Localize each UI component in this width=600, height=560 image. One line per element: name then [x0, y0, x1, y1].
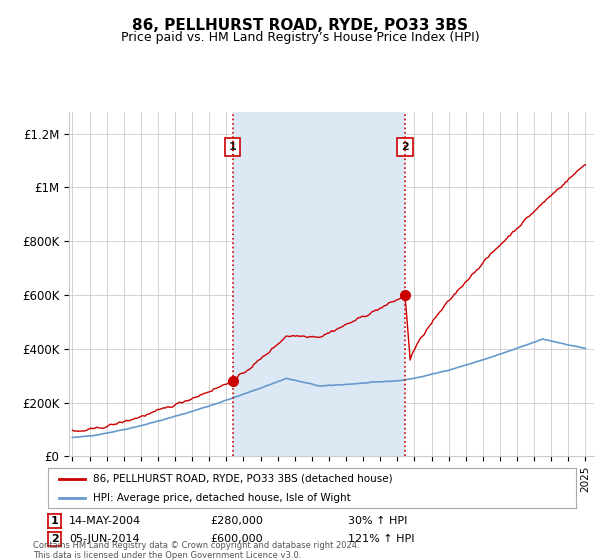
- Text: 2: 2: [51, 534, 58, 544]
- Text: 121% ↑ HPI: 121% ↑ HPI: [348, 534, 415, 544]
- Text: 05-JUN-2014: 05-JUN-2014: [69, 534, 140, 544]
- Text: 86, PELLHURST ROAD, RYDE, PO33 3BS: 86, PELLHURST ROAD, RYDE, PO33 3BS: [132, 18, 468, 33]
- Text: 2: 2: [401, 142, 409, 152]
- Text: 86, PELLHURST ROAD, RYDE, PO33 3BS (detached house): 86, PELLHURST ROAD, RYDE, PO33 3BS (deta…: [93, 474, 392, 484]
- Text: Contains HM Land Registry data © Crown copyright and database right 2024.
This d: Contains HM Land Registry data © Crown c…: [33, 540, 359, 560]
- Text: Price paid vs. HM Land Registry’s House Price Index (HPI): Price paid vs. HM Land Registry’s House …: [121, 31, 479, 44]
- Bar: [233, 112, 405, 456]
- Text: 30% ↑ HPI: 30% ↑ HPI: [348, 516, 407, 526]
- Text: HPI: Average price, detached house, Isle of Wight: HPI: Average price, detached house, Isle…: [93, 493, 350, 503]
- Text: 1: 1: [51, 516, 58, 526]
- Text: 1: 1: [229, 142, 236, 152]
- Text: 14-MAY-2004: 14-MAY-2004: [69, 516, 141, 526]
- Text: £600,000: £600,000: [210, 534, 263, 544]
- Text: £280,000: £280,000: [210, 516, 263, 526]
